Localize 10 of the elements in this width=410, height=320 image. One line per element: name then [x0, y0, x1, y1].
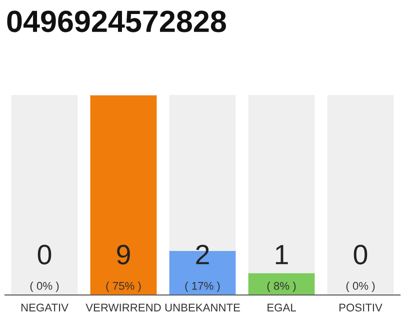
chart-title: 0496924572828	[7, 10, 226, 32]
x-tick-label: UNBEKANNTE	[165, 304, 240, 312]
x-tick-label: POSITIV	[339, 304, 382, 312]
x-tick-label: NEGATIV	[21, 304, 68, 312]
data-label: 1 ( 8% )	[267, 245, 296, 292]
x-tick-label: VERWIRREND	[86, 304, 161, 312]
data-label: 0 ( 0% )	[346, 244, 375, 292]
x-tick-label: EGAL	[268, 304, 296, 312]
data-label: 0 ( 0% )	[30, 244, 59, 292]
data-label: 9 ( 75% )	[106, 244, 141, 292]
